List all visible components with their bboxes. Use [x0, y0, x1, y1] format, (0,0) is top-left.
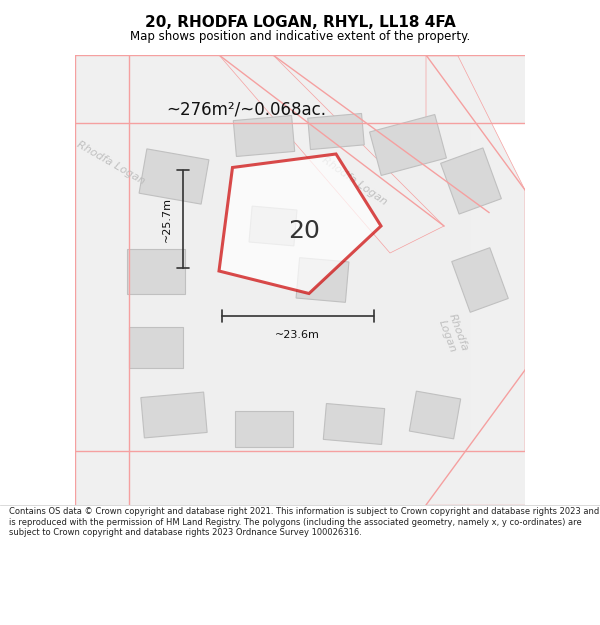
Polygon shape — [139, 149, 209, 204]
Polygon shape — [141, 392, 207, 438]
Text: Map shows position and indicative extent of the property.: Map shows position and indicative extent… — [130, 30, 470, 43]
Text: 20: 20 — [289, 219, 320, 243]
Polygon shape — [249, 206, 297, 246]
Polygon shape — [127, 249, 185, 294]
Polygon shape — [323, 404, 385, 444]
Polygon shape — [75, 55, 129, 505]
Text: 20, RHODFA LOGAN, RHYL, LL18 4FA: 20, RHODFA LOGAN, RHYL, LL18 4FA — [145, 16, 455, 31]
Polygon shape — [129, 122, 471, 451]
Polygon shape — [219, 55, 444, 253]
Polygon shape — [296, 258, 349, 302]
Polygon shape — [452, 248, 508, 312]
Text: Rhodfa
Logan: Rhodfa Logan — [436, 312, 470, 356]
Text: Rhodfa Logan: Rhodfa Logan — [320, 155, 388, 207]
Text: ~25.7m: ~25.7m — [162, 197, 172, 242]
Text: ~23.6m: ~23.6m — [275, 329, 320, 339]
Polygon shape — [426, 55, 525, 505]
Polygon shape — [129, 328, 183, 367]
Polygon shape — [235, 411, 293, 446]
Polygon shape — [233, 116, 295, 156]
Polygon shape — [409, 391, 461, 439]
Polygon shape — [75, 451, 525, 505]
Polygon shape — [75, 55, 525, 123]
Polygon shape — [219, 154, 381, 294]
Polygon shape — [440, 148, 502, 214]
Text: Contains OS data © Crown copyright and database right 2021. This information is : Contains OS data © Crown copyright and d… — [9, 508, 599, 538]
Text: ~276m²/~0.068ac.: ~276m²/~0.068ac. — [166, 100, 326, 118]
Polygon shape — [308, 114, 364, 149]
Text: Rhodfa Logan: Rhodfa Logan — [75, 139, 147, 186]
Polygon shape — [370, 114, 446, 176]
